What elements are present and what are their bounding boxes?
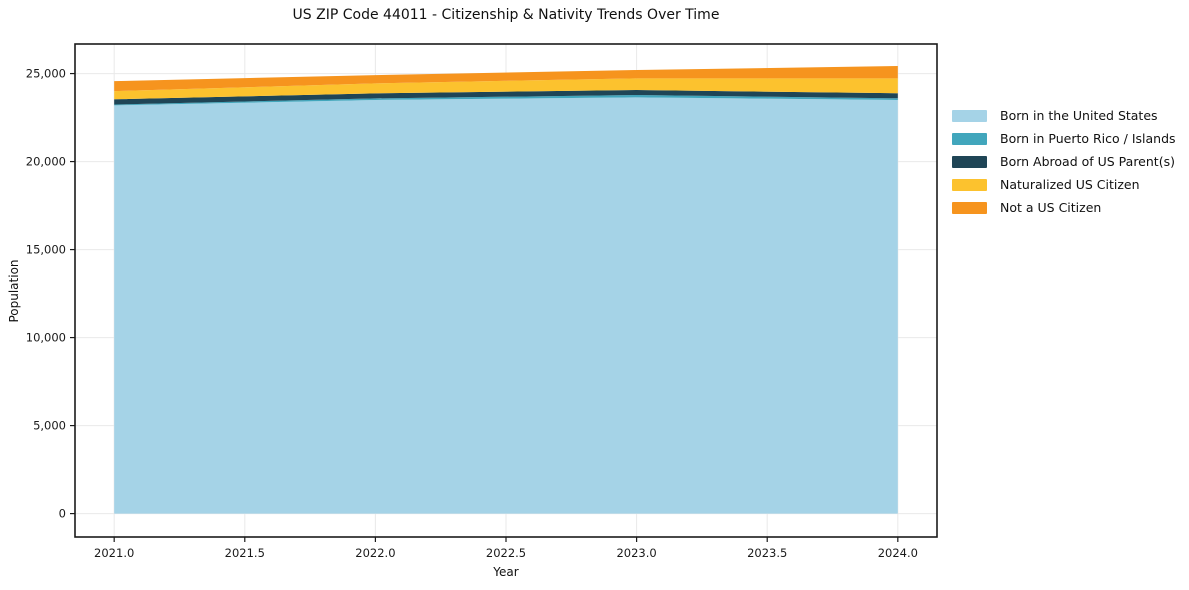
- area-born-abroad-of-us-parent-s: [114, 90, 898, 105]
- area-naturalized-us-citizen: [114, 78, 898, 100]
- area-born-in-puerto-rico-islands: [114, 95, 898, 106]
- x-tick-label: 2021.5: [225, 546, 265, 560]
- x-tick-label: 2022.0: [355, 546, 395, 560]
- area-born-in-the-united-states: [114, 97, 898, 514]
- area-not-a-us-citizen: [114, 66, 898, 92]
- legend-item: Born in the United States: [952, 104, 1176, 127]
- legend-item: Born Abroad of US Parent(s): [952, 150, 1176, 173]
- legend-label: Not a US Citizen: [1000, 200, 1102, 215]
- legend-swatch-icon: [952, 178, 987, 191]
- x-axis-label: Year: [493, 565, 519, 579]
- y-tick-label: 25,000: [26, 67, 66, 81]
- x-tick-label: 2023.0: [616, 546, 656, 560]
- x-tick-label: 2023.5: [747, 546, 787, 560]
- x-tick-label: 2024.0: [878, 546, 918, 560]
- y-tick-label: 15,000: [26, 243, 66, 257]
- x-tick-label: 2022.5: [486, 546, 526, 560]
- y-tick-label: 20,000: [26, 155, 66, 169]
- legend-swatch-icon: [952, 201, 987, 214]
- legend-item: Born in Puerto Rico / Islands: [952, 127, 1176, 150]
- legend-swatch-icon: [952, 155, 987, 168]
- y-tick-label: 0: [59, 507, 66, 521]
- legend-swatch-icon: [952, 109, 987, 122]
- legend: Born in the United States Born in Puerto …: [952, 104, 1176, 219]
- legend-item: Not a US Citizen: [952, 196, 1176, 219]
- legend-swatch-icon: [952, 132, 987, 145]
- legend-item: Naturalized US Citizen: [952, 173, 1176, 196]
- legend-label: Born in the United States: [1000, 108, 1158, 123]
- plot-border: [74, 43, 938, 538]
- x-tick-label: 2021.0: [94, 546, 134, 560]
- legend-label: Born Abroad of US Parent(s): [1000, 154, 1175, 169]
- legend-label: Naturalized US Citizen: [1000, 177, 1140, 192]
- y-tick-label: 10,000: [26, 331, 66, 345]
- chart-title: US ZIP Code 44011 - Citizenship & Nativi…: [292, 7, 720, 23]
- legend-label: Born in Puerto Rico / Islands: [1000, 131, 1176, 146]
- y-tick-label: 5,000: [33, 419, 66, 433]
